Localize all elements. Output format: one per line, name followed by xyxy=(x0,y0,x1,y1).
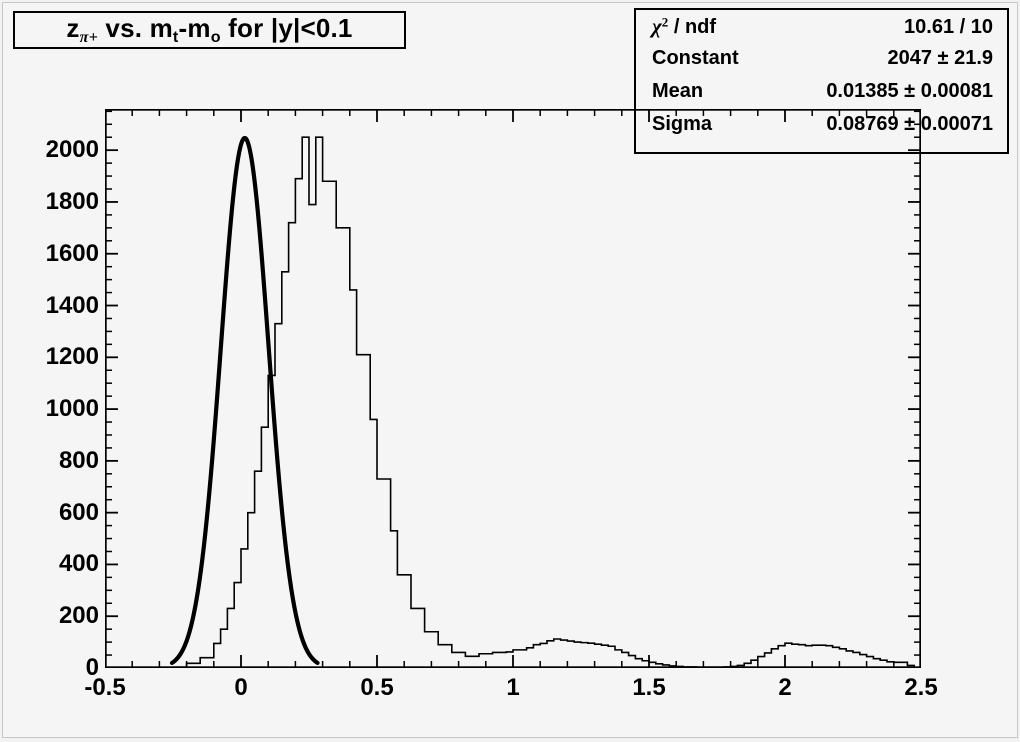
y-tick-label: 200 xyxy=(58,602,99,630)
x-tick-label: 2.5 xyxy=(904,674,938,701)
histogram-svg xyxy=(105,109,921,668)
x-tick-label: 1 xyxy=(506,674,520,701)
title-sub-t: t xyxy=(172,27,179,46)
x-axis-labels: -0.5 0 0.5 1 1.5 2 2.5 xyxy=(3,3,1019,739)
y-tick-label: 1600 xyxy=(45,239,99,267)
stats-label-sigma: Sigma xyxy=(652,113,713,135)
stats-row-sigma: Sigma 0.08769 ± 0.00071 xyxy=(652,113,993,146)
x-tick-label: 2 xyxy=(778,674,792,701)
y-tick-label: 600 xyxy=(58,498,99,526)
title-part-vs: vs. m xyxy=(98,13,173,44)
y-tick-label: 1800 xyxy=(45,187,99,215)
stats-value-sigma: 0.08769 ± 0.00071 xyxy=(826,113,993,135)
y-axis-labels: 0 200 400 600 800 1000 1200 1400 1600 1800 2000 xyxy=(3,3,99,739)
y-tick-label: 800 xyxy=(58,446,99,474)
axis-ticks xyxy=(105,109,921,668)
stats-label-chi2: χ2 / ndf xyxy=(652,14,717,38)
title-sub-pi: π+ xyxy=(79,28,98,46)
stats-label-constant: Constant xyxy=(652,47,739,69)
x-tick-label: 0.5 xyxy=(360,674,394,701)
title-part-minus-m: -m xyxy=(178,13,211,44)
title-sub-o: o xyxy=(210,27,221,46)
y-tick-label: 1200 xyxy=(45,343,99,371)
y-tick-label: 0 xyxy=(85,654,99,681)
plot-title-box: zπ+ vs. mt-mo for |y|<0.1 xyxy=(13,11,406,49)
x-tick-label: 0 xyxy=(234,674,248,701)
title-part-rapidity: for |y|<0.1 xyxy=(220,13,353,44)
fit-stats-box: χ2 / ndf 10.61 / 10 Constant 2047 ± 21.9… xyxy=(634,8,1009,154)
x-tick-label: 1.5 xyxy=(632,674,666,701)
stats-value-chi2: 10.61 / 10 xyxy=(904,16,993,38)
y-tick-label: 1000 xyxy=(45,395,99,423)
histogram-plot xyxy=(105,109,921,668)
stats-value-mean: 0.01385 ± 0.00081 xyxy=(826,80,993,102)
stats-label-mean: Mean xyxy=(652,80,704,102)
y-tick-label: 1400 xyxy=(45,291,99,319)
stats-row-chi2: χ2 / ndf 10.61 / 10 xyxy=(652,14,993,47)
x-tick-label: -0.5 xyxy=(84,674,126,701)
stats-value-constant: 2047 ± 21.9 xyxy=(887,47,993,69)
y-tick-label: 400 xyxy=(58,550,99,578)
stats-row-constant: Constant 2047 ± 21.9 xyxy=(652,47,993,80)
y-tick-label: 2000 xyxy=(45,136,99,164)
stats-row-mean: Mean 0.01385 ± 0.00081 xyxy=(652,80,993,113)
title-part-z: z xyxy=(66,13,80,44)
histogram-steps xyxy=(105,136,921,668)
page-title: zπ+ vs. mt-mo for |y|<0.1 xyxy=(66,13,352,47)
gaussian-fit-curve xyxy=(169,135,320,666)
